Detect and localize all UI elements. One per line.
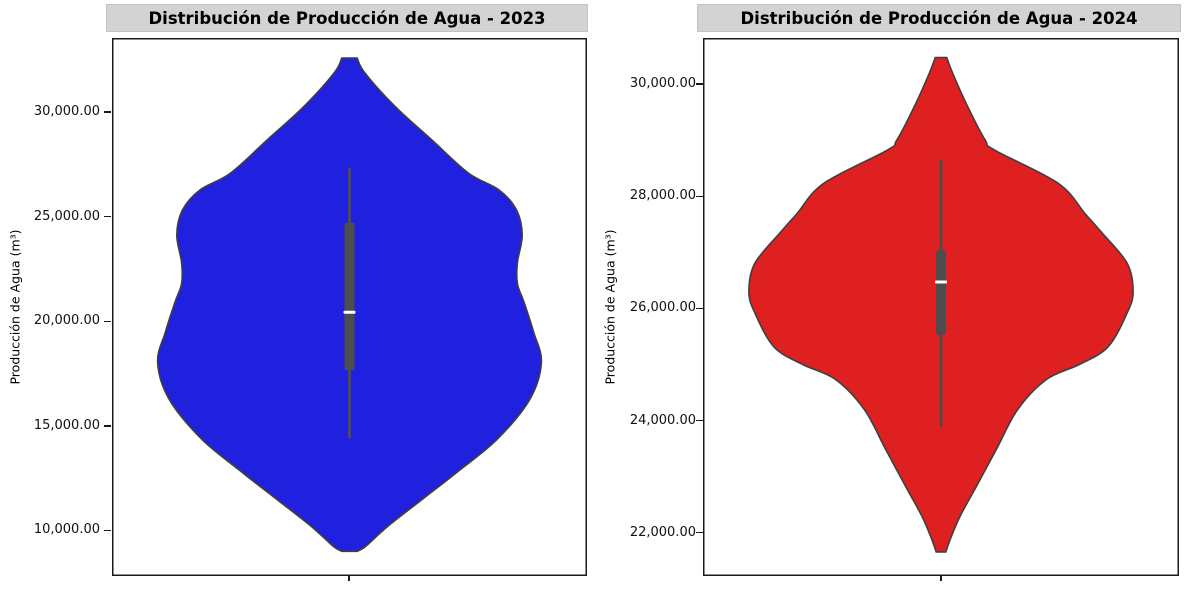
boxplot-median-marker: [343, 310, 356, 314]
y-tick-mark: [104, 529, 111, 532]
y-tick-label: 25,000.00: [33, 208, 100, 224]
chart-title: Distribución de Producción de Agua - 202…: [697, 4, 1181, 32]
y-tick-label: 24,000.00: [629, 412, 696, 428]
y-axis-tick-marks: [696, 38, 703, 576]
y-tick-label: 30,000.00: [629, 76, 696, 91]
y-tick-mark: [696, 195, 703, 197]
violin-chart-svg: [703, 38, 1179, 576]
boxplot-box: [936, 250, 946, 335]
y-tick-mark: [696, 532, 703, 534]
y-tick-mark: [104, 425, 111, 427]
y-tick-mark: [696, 307, 703, 310]
y-tick-mark: [104, 215, 111, 218]
y-tick-label: 10,000.00: [33, 522, 100, 538]
y-axis-tick-labels: 10,000.00 15,000.00 20,000.00 25,000.00 30,0…: [0, 38, 100, 576]
y-axis-tick-labels: 22,000.00 24,000.00 26,000.00 28,000.00 30,0…: [596, 38, 696, 576]
y-tick-label: 26,000.00: [629, 300, 696, 316]
plot-border: [703, 38, 1179, 576]
violin-chart-svg: [112, 38, 587, 576]
plot-border: [112, 38, 587, 576]
y-tick-label: 30,000.00: [33, 104, 100, 120]
plot-area: [703, 38, 1179, 576]
y-tick-label: 22,000.00: [629, 524, 696, 540]
y-tick-mark: [696, 419, 703, 422]
plot-area: [112, 38, 587, 576]
boxplot-median-marker: [935, 280, 947, 284]
y-tick-label: 28,000.00: [629, 188, 696, 204]
y-tick-label: 15,000.00: [33, 417, 100, 433]
boxplot-box: [344, 222, 355, 371]
y-tick-mark: [104, 111, 111, 113]
x-tick-mark: [940, 576, 942, 581]
y-tick-mark: [696, 83, 703, 85]
y-tick-mark: [104, 320, 111, 322]
chart-title: Distribución de Producción de Agua - 202…: [106, 4, 588, 32]
y-axis-tick-marks: [104, 38, 111, 576]
x-tick-mark: [348, 576, 350, 581]
y-tick-label: 20,000.00: [33, 313, 100, 329]
